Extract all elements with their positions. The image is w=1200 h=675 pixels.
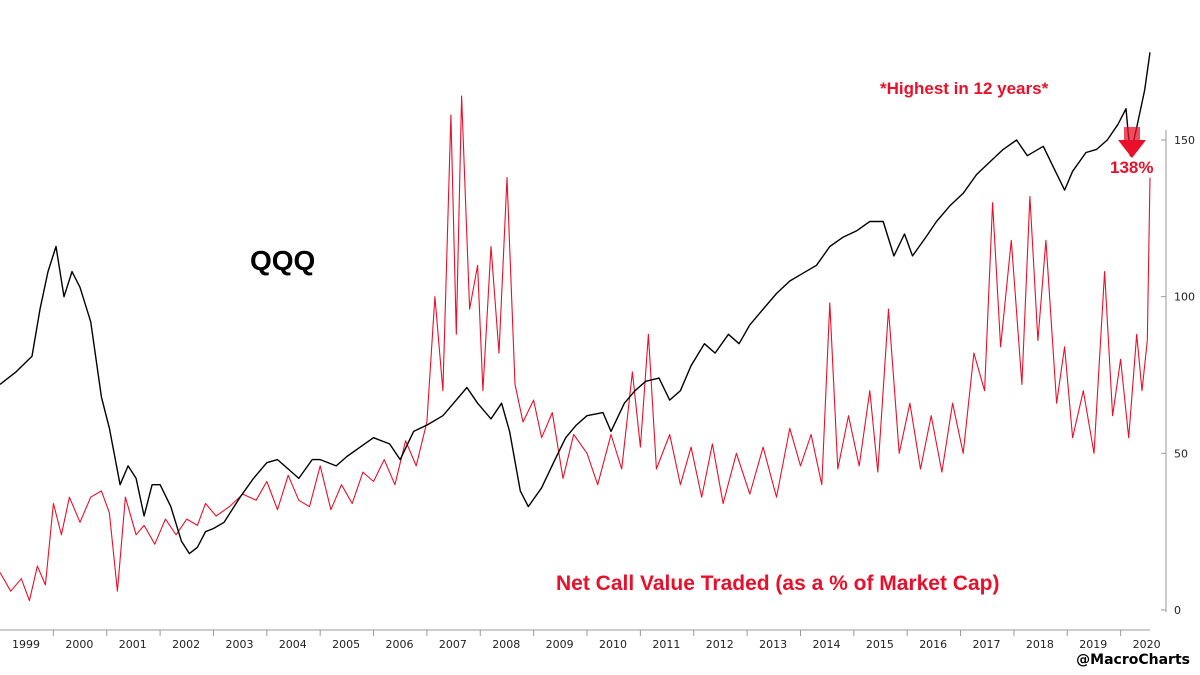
x-tick-label: 2007 (439, 638, 467, 651)
y-tick-label: 50 (1174, 447, 1188, 460)
down-arrow-icon (1118, 127, 1146, 158)
net-call-series-label: Net Call Value Traded (as a % of Market … (556, 572, 999, 595)
qqq-series-label: QQQ (250, 245, 315, 276)
x-tick-label: 2009 (546, 638, 574, 651)
plot-area (0, 52, 1151, 602)
x-tick-label: 2004 (279, 638, 307, 651)
x-tick-label: 2006 (386, 638, 414, 651)
x-tick-label: 2000 (65, 638, 93, 651)
x-tick-label: 2001 (119, 638, 147, 651)
x-tick-label: 2005 (332, 638, 360, 651)
y-tick-label: 0 (1174, 604, 1181, 617)
x-axis: 1999 2000 2001 2002 2003 2004 2005 2006 2007 2008… (0, 629, 1161, 651)
x-tick-label: 2008 (492, 638, 520, 651)
x-tick-label: 2018 (1026, 638, 1054, 651)
x-tick-label: 2015 (866, 638, 894, 651)
x-tick-label: 1999 (12, 638, 40, 651)
x-tick-label: 2013 (759, 638, 787, 651)
x-tick-label: 2014 (812, 638, 840, 651)
y-tick-label: 100 (1174, 291, 1195, 304)
y-tick-label: 150 (1174, 134, 1195, 147)
net-call-series-line (0, 95, 1151, 602)
x-tick-label: 2011 (652, 638, 680, 651)
x-tick-label: 2020 (1133, 638, 1161, 651)
x-tick-label: 2010 (599, 638, 627, 651)
x-tick-label: 2002 (172, 638, 200, 651)
x-tick-label: 2017 (973, 638, 1001, 651)
x-tick-label: 2016 (919, 638, 947, 651)
credit-label: @MacroCharts (1076, 652, 1190, 668)
x-tick-label: 2019 (1079, 638, 1107, 651)
x-tick-label: 2003 (225, 638, 253, 651)
y-axis: 0 50 100 150 (1161, 130, 1195, 617)
x-tick-label: 2012 (706, 638, 734, 651)
qqq-series-line (0, 52, 1151, 555)
callout-value: 138% (1110, 158, 1153, 177)
highlight-annotation: *Highest in 12 years* (880, 79, 1049, 98)
